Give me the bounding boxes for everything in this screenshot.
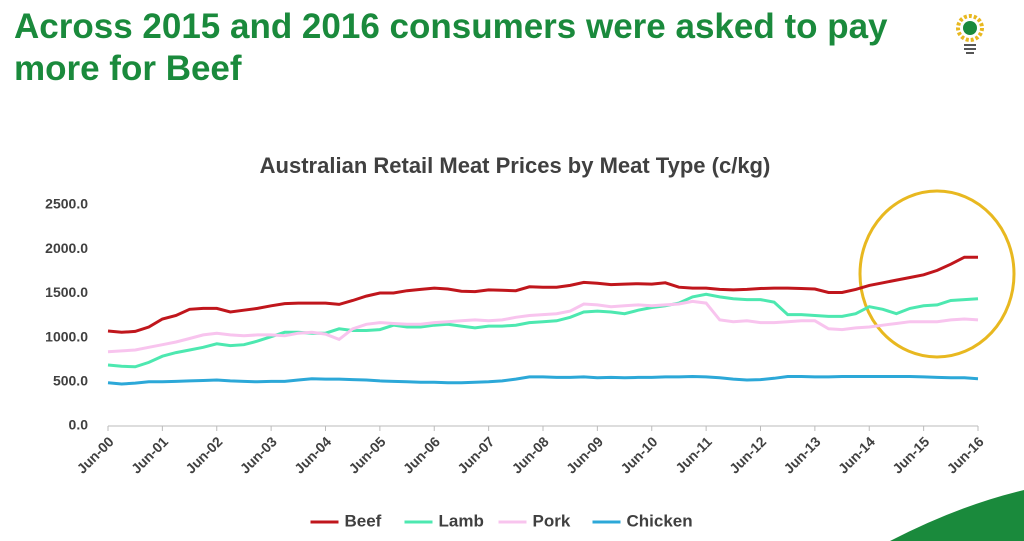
x-tick-label: Jun-12 [726, 433, 769, 476]
legend-label: Chicken [627, 511, 693, 530]
x-tick-label: Jun-01 [128, 433, 171, 476]
x-tick-label: Jun-08 [509, 433, 552, 476]
y-tick-label: 1000.0 [45, 328, 88, 344]
logo [956, 14, 984, 54]
series-line [107, 374, 979, 386]
x-tick-label: Jun-06 [400, 433, 443, 476]
x-tick-label: Jun-15 [889, 433, 932, 476]
x-tick-label: Jun-13 [780, 433, 823, 476]
y-tick-label: 1500.0 [45, 284, 88, 300]
series-line [107, 255, 978, 334]
x-tick-label: Jun-14 [835, 433, 878, 476]
legend-label: Beef [345, 511, 382, 530]
x-tick-label: Jun-00 [74, 433, 117, 476]
y-tick-label: 2000.0 [45, 240, 88, 256]
highlight-circle [858, 189, 1016, 359]
chart-title: Australian Retail Meat Prices by Meat Ty… [260, 153, 771, 178]
x-tick-label: Jun-07 [454, 433, 497, 476]
x-tick-label: Jun-16 [944, 433, 987, 476]
x-tick-label: Jun-03 [237, 433, 280, 476]
x-tick-label: Jun-04 [291, 433, 334, 476]
y-tick-label: 2500.0 [45, 196, 88, 212]
x-tick-label: Jun-10 [617, 433, 660, 476]
series-line [107, 292, 979, 369]
y-tick-label: 0.0 [69, 417, 89, 433]
slide-title: Across 2015 and 2016 consumers were aske… [14, 7, 888, 88]
series-line [107, 299, 979, 354]
corner-swoosh [890, 490, 1024, 541]
x-tick-label: Jun-11 [672, 433, 715, 476]
x-tick-label: Jun-05 [345, 433, 388, 476]
x-tick-label: Jun-09 [563, 433, 606, 476]
y-tick-label: 500.0 [53, 373, 88, 389]
x-tick-label: Jun-02 [182, 433, 225, 476]
legend-label: Lamb [439, 511, 484, 530]
legend-label: Pork [533, 511, 571, 530]
